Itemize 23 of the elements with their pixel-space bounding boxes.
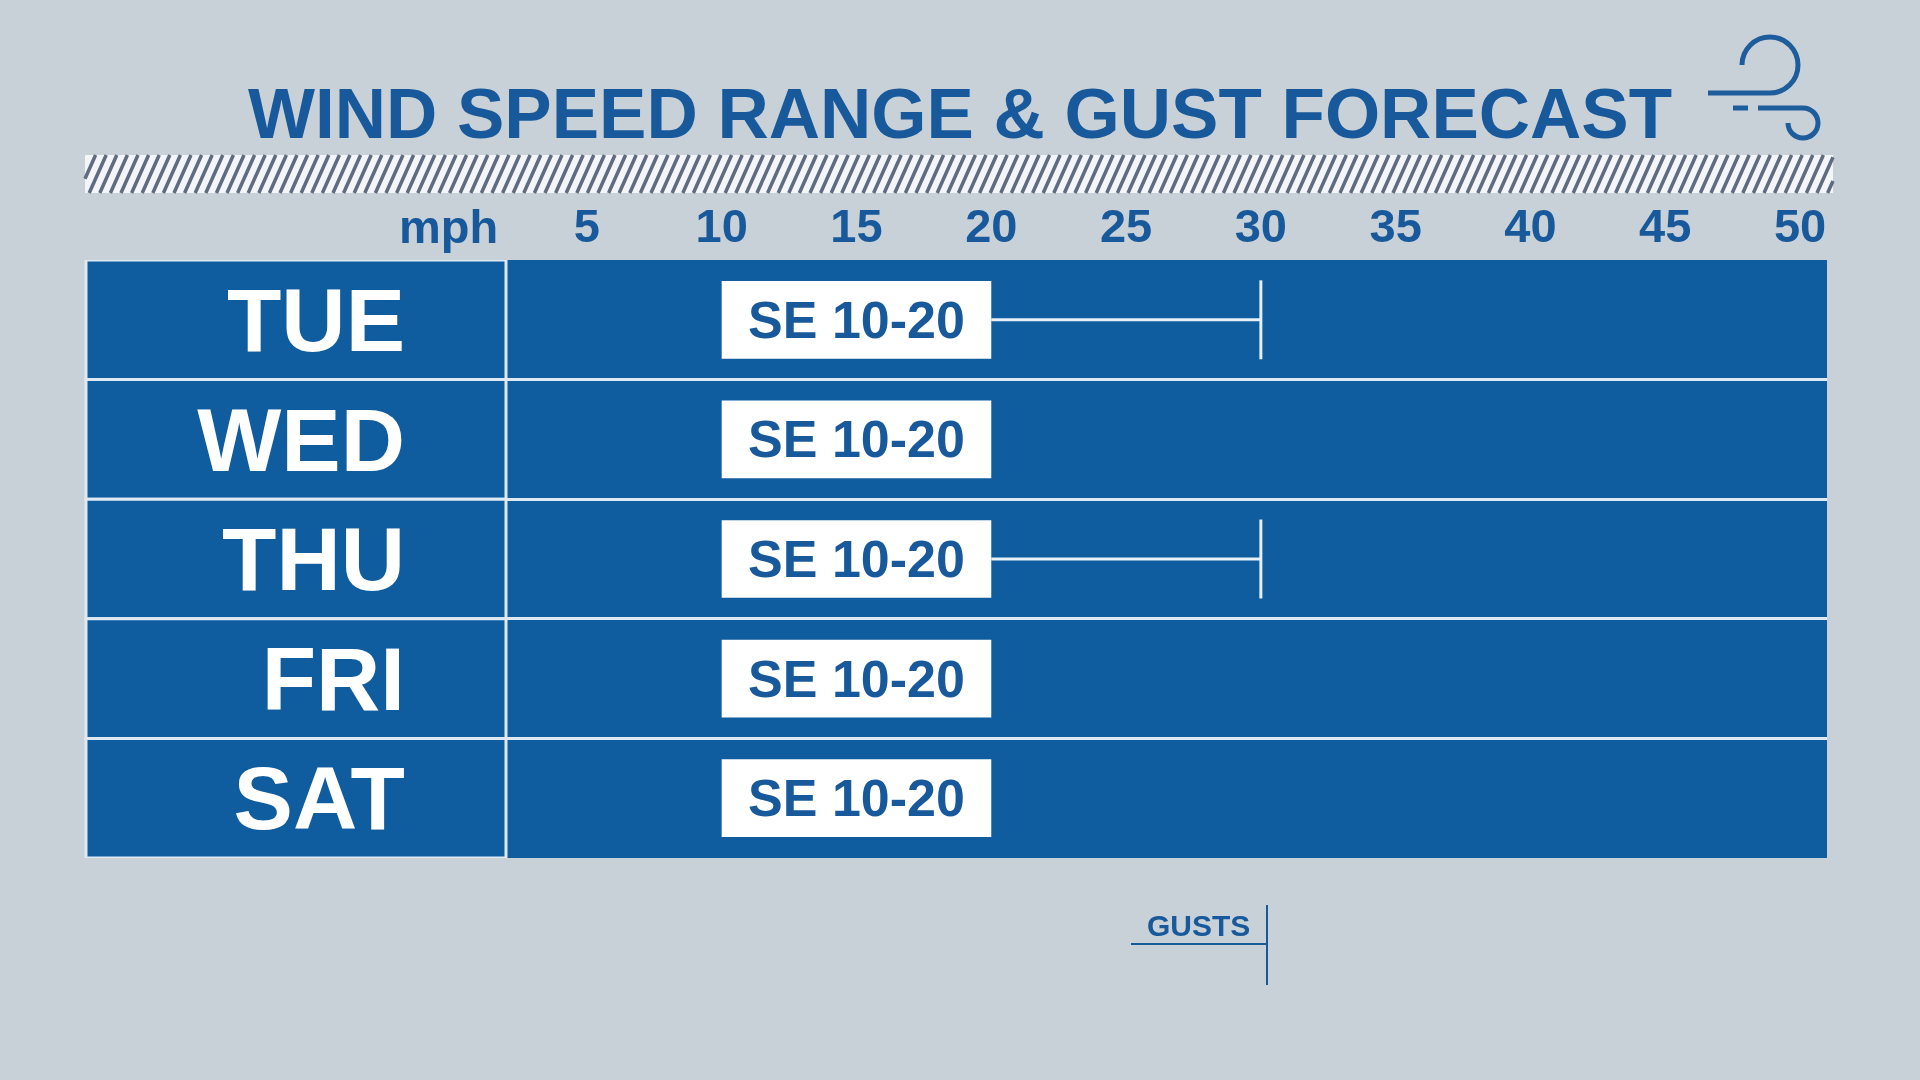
data-label: SE 10-20 [748,769,965,828]
data-label: SE 10-20 [748,290,965,349]
x-tick-label: 35 [1369,198,1422,252]
y-tick-label: WED [197,389,405,490]
y-tick-label: TUE [227,269,405,370]
data-label: SE 10-20 [748,530,965,588]
y-tick-label: THU [222,509,405,610]
chart-title: WIND SPEED RANGE & GUST FORECAST [247,73,1673,153]
data-label: SE 10-20 [748,410,965,469]
x-tick-label: 30 [1234,198,1287,252]
x-tick-label: 10 [695,198,748,252]
x-tick-label: 15 [830,198,883,252]
x-tick-label: 20 [965,198,1018,252]
data-label: SE 10-20 [748,649,965,708]
x-tick-label: 45 [1639,198,1692,252]
text: GUSTS [1147,909,1251,942]
x-axis-title: mph [399,200,499,253]
y-tick-label: FRI [261,628,405,729]
x-tick-label: 50 [1773,198,1827,252]
x-tick-label: 5 [573,198,600,252]
x-tick-label: 40 [1504,198,1557,252]
x-tick-label: 25 [1099,198,1153,252]
y-tick-label: SAT [233,748,405,849]
